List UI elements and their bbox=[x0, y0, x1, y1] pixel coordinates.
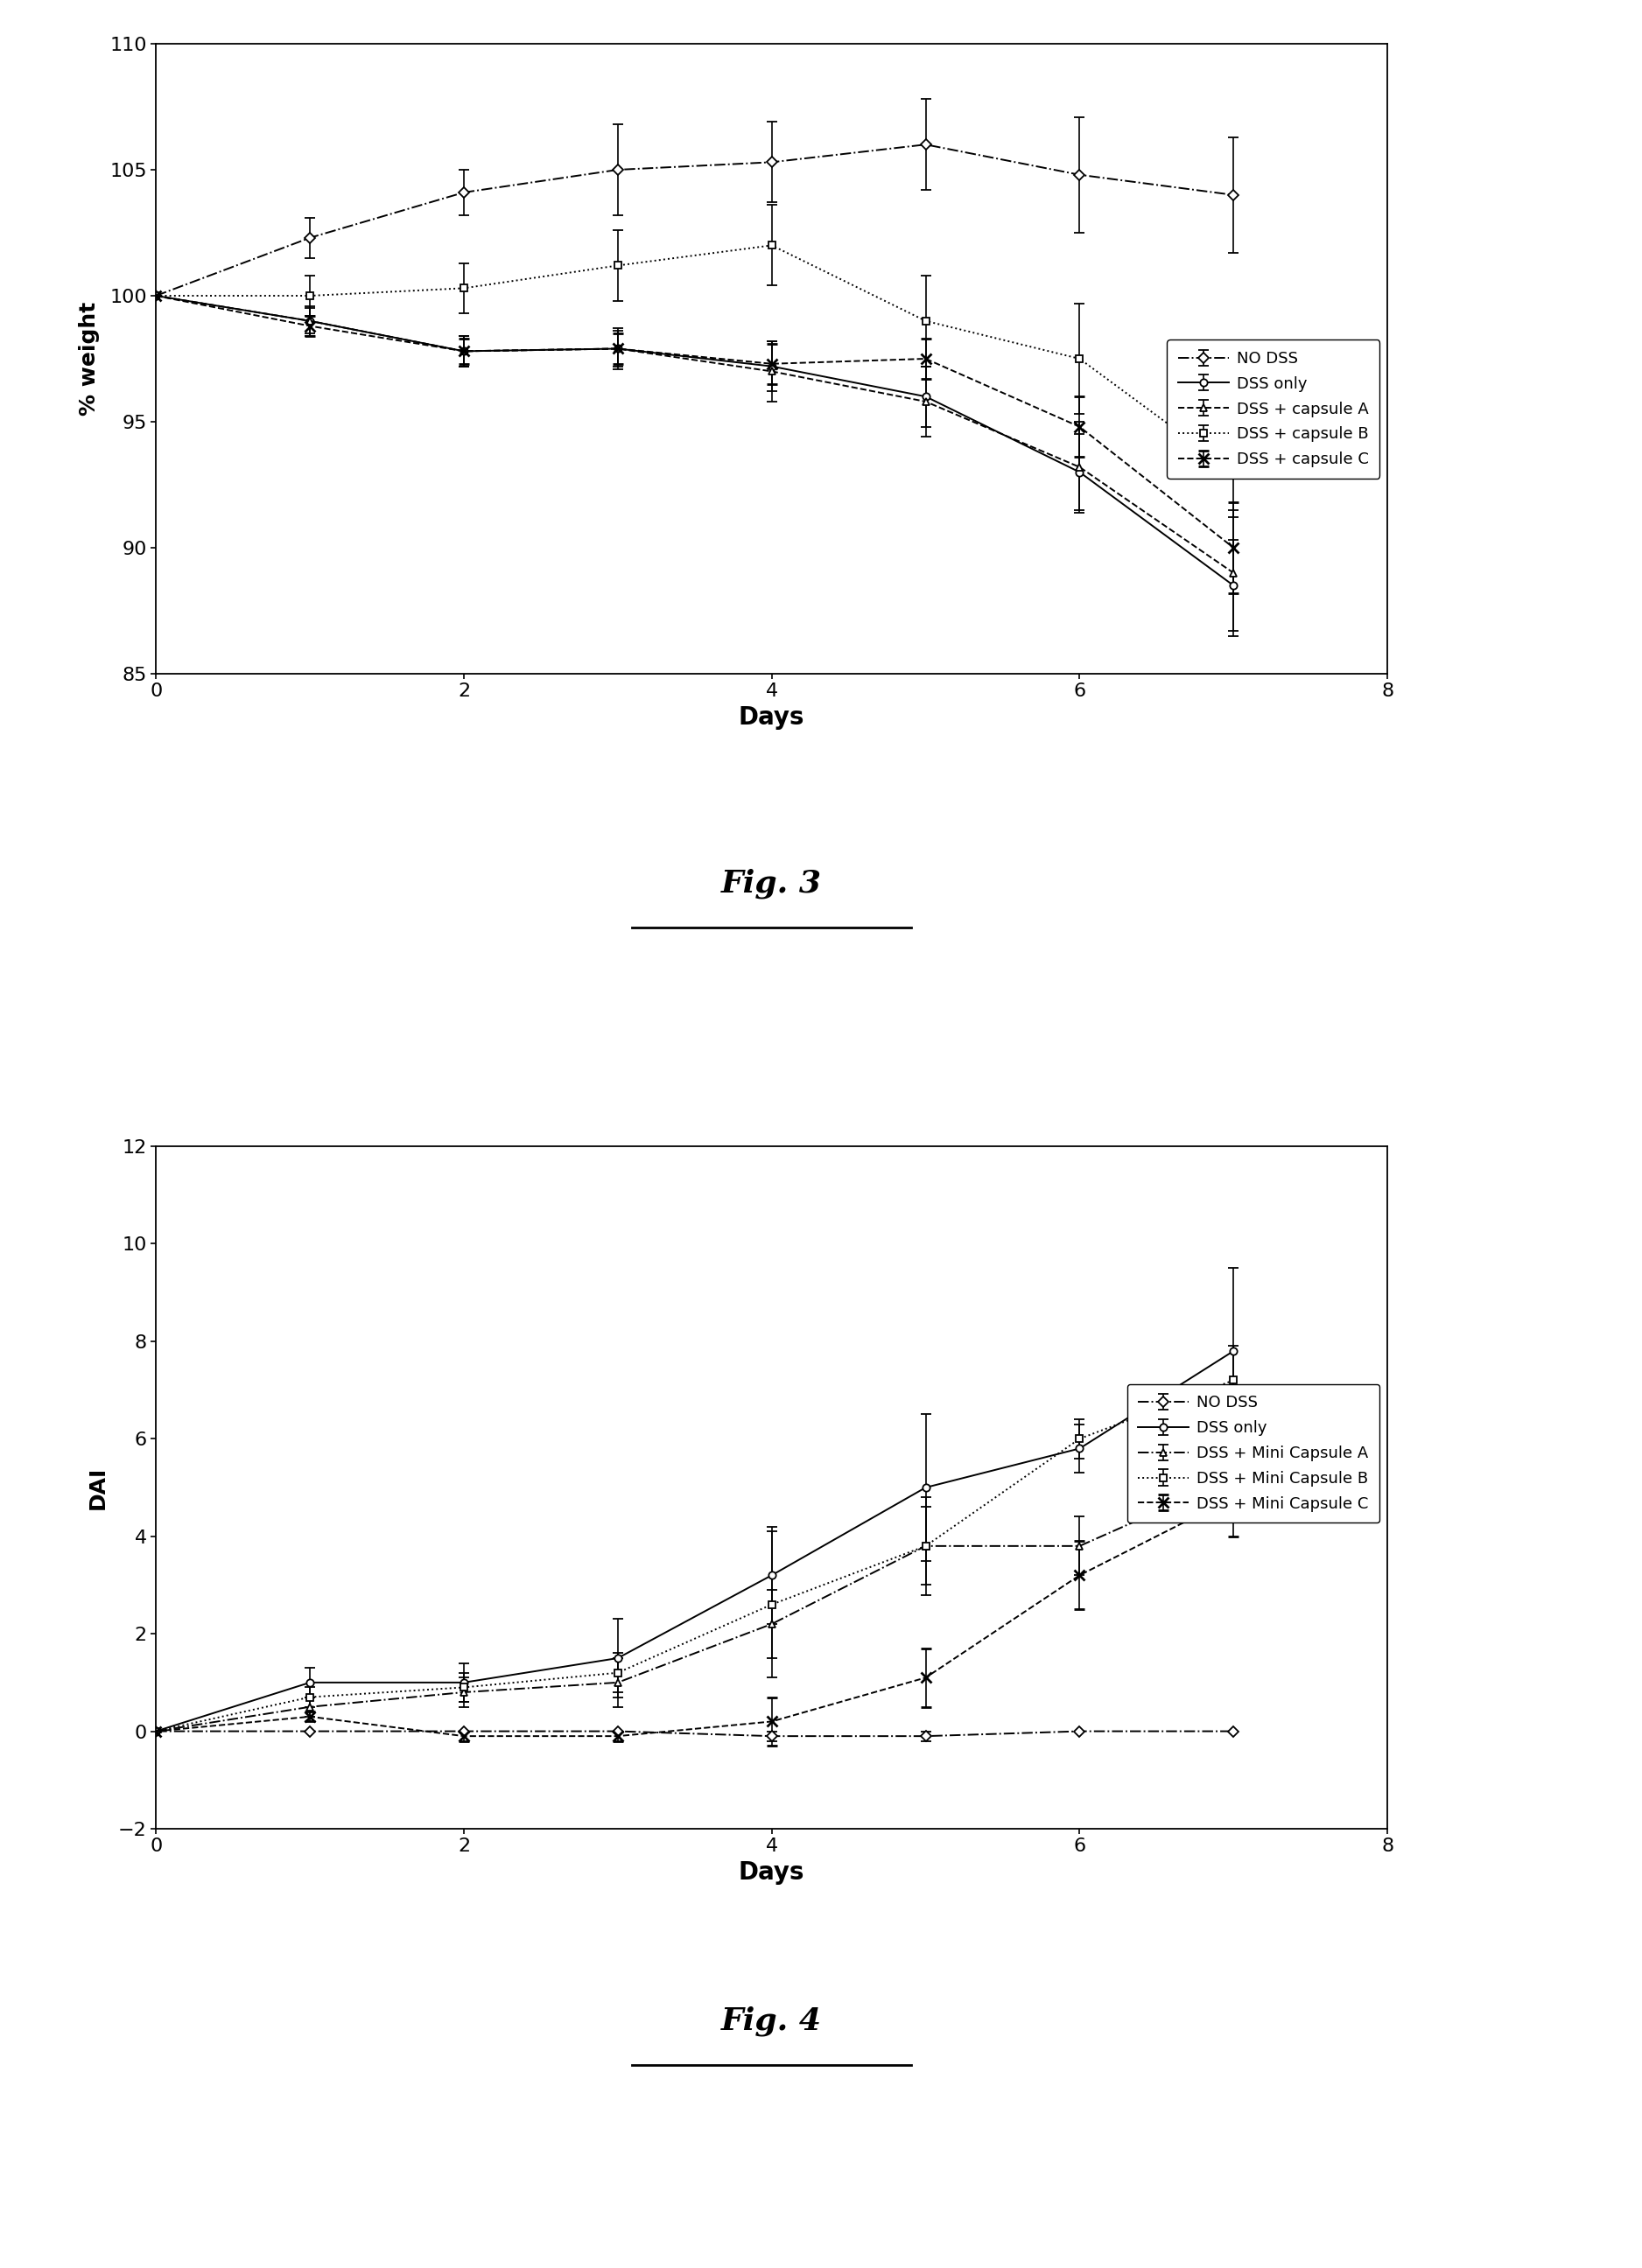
Y-axis label: % weight: % weight bbox=[79, 302, 100, 415]
Text: Fig. 3: Fig. 3 bbox=[721, 869, 823, 898]
X-axis label: Days: Days bbox=[739, 1860, 805, 1885]
Text: Fig. 4: Fig. 4 bbox=[721, 2007, 823, 2037]
Y-axis label: DAI: DAI bbox=[87, 1465, 108, 1508]
Legend: NO DSS, DSS only, DSS + Mini Capsule A, DSS + Mini Capsule B, DSS + Mini Capsule: NO DSS, DSS only, DSS + Mini Capsule A, … bbox=[1126, 1383, 1379, 1522]
Legend: NO DSS, DSS only, DSS + capsule A, DSS + capsule B, DSS + capsule C: NO DSS, DSS only, DSS + capsule A, DSS +… bbox=[1167, 340, 1379, 479]
X-axis label: Days: Days bbox=[739, 705, 805, 730]
